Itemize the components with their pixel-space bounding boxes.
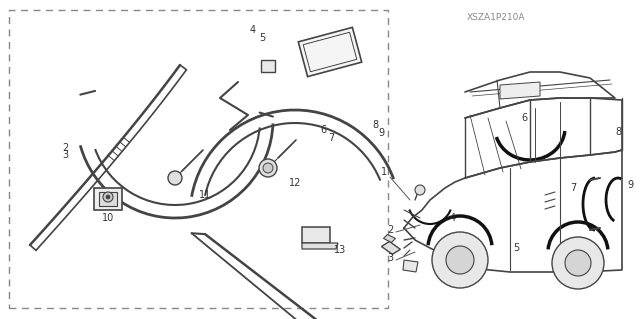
- Text: 6: 6: [320, 125, 326, 135]
- Polygon shape: [261, 60, 275, 72]
- Polygon shape: [99, 192, 117, 206]
- Text: 2: 2: [387, 225, 393, 235]
- Text: 5: 5: [259, 33, 265, 43]
- Polygon shape: [381, 241, 401, 254]
- Text: 9: 9: [378, 128, 384, 138]
- Text: 1: 1: [381, 167, 387, 177]
- Polygon shape: [302, 243, 338, 249]
- Polygon shape: [403, 260, 418, 272]
- Text: 4: 4: [450, 213, 456, 223]
- Text: 3: 3: [62, 150, 68, 160]
- Polygon shape: [94, 188, 122, 210]
- Text: 8: 8: [372, 120, 378, 130]
- Text: 9: 9: [627, 180, 633, 190]
- Circle shape: [168, 171, 182, 185]
- Circle shape: [106, 195, 110, 199]
- Circle shape: [552, 237, 604, 289]
- Circle shape: [565, 250, 591, 276]
- Text: 7: 7: [328, 133, 334, 143]
- Circle shape: [415, 185, 425, 195]
- Bar: [9, 10, 388, 308]
- Text: 10: 10: [102, 213, 114, 223]
- Text: 7: 7: [570, 183, 576, 193]
- Circle shape: [446, 246, 474, 274]
- Text: 6: 6: [521, 113, 527, 123]
- Text: XSZA1P210A: XSZA1P210A: [467, 12, 525, 21]
- Text: 12: 12: [289, 178, 301, 188]
- Polygon shape: [298, 27, 362, 77]
- Text: 4: 4: [250, 25, 256, 35]
- Circle shape: [263, 163, 273, 173]
- Text: 8: 8: [615, 127, 621, 137]
- Polygon shape: [383, 234, 396, 242]
- Text: 13: 13: [334, 245, 346, 255]
- Text: 3: 3: [387, 253, 393, 263]
- Circle shape: [432, 232, 488, 288]
- Text: 5: 5: [513, 243, 519, 253]
- Polygon shape: [500, 82, 540, 99]
- Polygon shape: [302, 227, 330, 243]
- Text: 2: 2: [62, 143, 68, 153]
- Text: 11: 11: [199, 190, 211, 200]
- Circle shape: [259, 159, 277, 177]
- Circle shape: [103, 192, 113, 202]
